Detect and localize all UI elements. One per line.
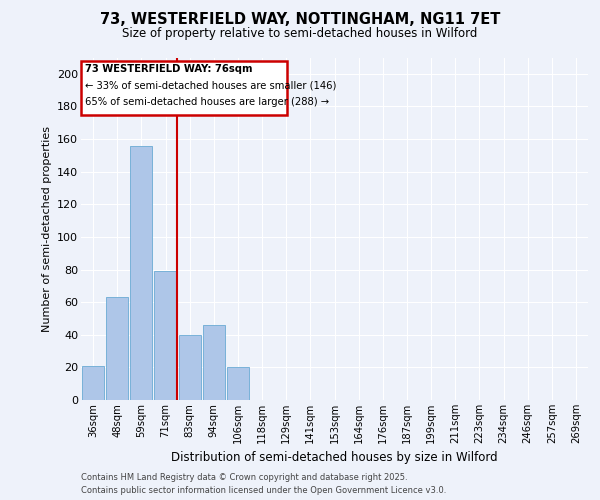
Bar [154,271,176,400]
FancyBboxPatch shape [82,61,287,114]
Text: Size of property relative to semi-detached houses in Wilford: Size of property relative to semi-detach… [122,28,478,40]
Bar [106,297,128,400]
Text: ← 33% of semi-detached houses are smaller (146): ← 33% of semi-detached houses are smalle… [85,80,337,90]
Bar [227,368,249,400]
Y-axis label: Number of semi-detached properties: Number of semi-detached properties [41,126,52,332]
Text: Contains HM Land Registry data © Crown copyright and database right 2025.: Contains HM Land Registry data © Crown c… [81,472,407,482]
Text: 65% of semi-detached houses are larger (288) →: 65% of semi-detached houses are larger (… [85,96,329,106]
Bar [179,335,201,400]
Text: 73, WESTERFIELD WAY, NOTTINGHAM, NG11 7ET: 73, WESTERFIELD WAY, NOTTINGHAM, NG11 7E… [100,12,500,28]
X-axis label: Distribution of semi-detached houses by size in Wilford: Distribution of semi-detached houses by … [171,452,498,464]
Text: Contains public sector information licensed under the Open Government Licence v3: Contains public sector information licen… [81,486,446,495]
Text: 73 WESTERFIELD WAY: 76sqm: 73 WESTERFIELD WAY: 76sqm [85,64,253,74]
Bar [203,325,225,400]
Bar [82,366,104,400]
Bar [130,146,152,400]
